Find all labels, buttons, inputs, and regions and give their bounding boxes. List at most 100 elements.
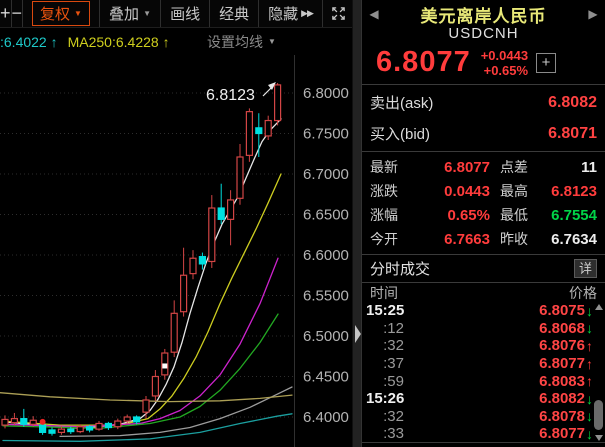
instrument-symbol: USDCNH <box>448 25 519 42</box>
arrow-down-icon: ↓ <box>586 390 593 407</box>
candlestick-chart[interactable]: 6.8000 6.7500 6.7000 6.6500 6.6000 6.5500 6.50… <box>0 55 352 447</box>
arrow-down-icon: ↓ <box>586 425 593 442</box>
change-percent: +0.65% <box>483 62 529 78</box>
candle <box>1 418 9 426</box>
prev-instrument-button[interactable]: ◀ <box>369 7 379 21</box>
candle <box>10 418 18 424</box>
arrow-down-icon: ↓ <box>586 320 593 337</box>
stat-label: 涨幅 <box>370 207 398 223</box>
ask-price: 6.8082 <box>548 93 597 111</box>
trade-time: :33 <box>383 425 404 443</box>
tape-header: 分时成交 详 <box>362 255 605 283</box>
chevron-down-icon: ▼ <box>143 8 152 18</box>
trade-time: 15:26 <box>366 390 405 408</box>
y-axis-tick-label: 6.8000 <box>303 85 349 102</box>
tape-row: 15:26 6.8082 ↓ <box>362 390 605 408</box>
tape-detail-button[interactable]: 详 <box>573 259 597 278</box>
ma-line-ma10 <box>2 173 282 426</box>
ma-settings-dropdown[interactable]: 设置均线 ▼ <box>207 32 276 52</box>
trade-price: 6.8077 <box>539 355 585 373</box>
trade-price: 6.8082 <box>539 390 585 408</box>
trade-price: 6.8068 <box>539 319 585 337</box>
scrollbar-thumb[interactable] <box>594 400 603 430</box>
next-instrument-button[interactable]: ▶ <box>588 7 598 21</box>
trade-time: 15:25 <box>366 302 405 320</box>
y-axis-tick-label: 6.5000 <box>303 328 349 345</box>
quote-stats: 最新 6.8077 点差 11 涨跌 0.0443 最高 6.8123 涨幅 0.65% 最低 6.7… <box>362 152 605 255</box>
candle <box>95 422 103 430</box>
chevron-down-icon: ▼ <box>268 36 276 46</box>
stat-value: 0.65% <box>447 206 490 224</box>
panel-divider <box>352 0 362 447</box>
annotation-arrow-icon <box>268 82 276 90</box>
candle <box>123 416 131 422</box>
arrow-up-icon: ↑ <box>586 337 593 354</box>
stat-value: 11 <box>581 158 597 176</box>
tape-row: :32 6.8076 ↑ <box>362 337 605 355</box>
time-column-header: 时间 <box>370 284 398 301</box>
y-axis-tick-label: 6.7500 <box>303 126 349 143</box>
ma-line-ma120 <box>2 413 293 442</box>
candle <box>67 428 75 433</box>
trade-price: 6.8083 <box>539 372 585 390</box>
candle <box>170 312 178 353</box>
tape-row: 15:25 6.8075 ↓ <box>362 302 605 320</box>
overlay-dropdown[interactable]: 叠加 ▼ <box>100 0 162 27</box>
y-axis-tick-label: 6.6500 <box>303 207 349 224</box>
hide-button[interactable]: 隐藏 ▶▶ <box>259 0 323 27</box>
adjust-price-label: 复权 <box>40 6 71 23</box>
arrow-up-icon: ↑ <box>586 373 593 390</box>
bid-row: 买入(bid) 6.8071 <box>362 118 605 149</box>
draw-line-button[interactable]: 画线 <box>161 0 211 27</box>
ma-line-ma30 <box>2 313 279 429</box>
candle <box>114 420 122 428</box>
zoom-out-button[interactable]: − <box>12 0 24 27</box>
tape-row: :12 6.8068 ↓ <box>362 320 605 338</box>
candle <box>29 419 37 425</box>
y-axis-tick-label: 6.7000 <box>303 166 349 183</box>
scroll-down-icon[interactable] <box>595 435 603 441</box>
candle <box>180 274 188 313</box>
tape-row: :32 6.8078 ↓ <box>362 408 605 426</box>
signal-square-marker <box>162 363 168 369</box>
tape-column-headers: 时间 价格 <box>362 283 605 302</box>
stat-value: 6.8123 <box>551 182 597 200</box>
candle <box>274 84 282 122</box>
candle <box>151 375 159 397</box>
candle <box>104 422 113 429</box>
price-change: +0.0443 +0.65% <box>481 48 528 78</box>
ma-settings-label: 设置均线 <box>207 33 263 50</box>
fullscreen-button[interactable] <box>323 0 354 27</box>
tape-scrollbar[interactable] <box>593 302 605 442</box>
stat-value: 6.7663 <box>444 230 490 248</box>
ask-label: 卖出(ask) <box>370 95 434 112</box>
candle <box>189 257 197 275</box>
stat-label: 最新 <box>370 159 398 175</box>
hide-label: 隐藏 <box>268 6 299 23</box>
candle <box>217 207 225 220</box>
stat-label: 点差 <box>500 159 528 175</box>
stats-row: 最新 6.8077 点差 11 <box>370 155 597 179</box>
stat-value: 6.7634 <box>551 230 597 248</box>
add-to-watchlist-button[interactable]: + <box>536 52 557 73</box>
fullscreen-expand-icon <box>332 7 345 20</box>
classic-view-button[interactable]: 经典 <box>210 0 260 27</box>
candle <box>198 256 206 265</box>
stat-value: 6.7554 <box>551 206 597 224</box>
scroll-up-icon[interactable] <box>595 304 603 310</box>
trade-time: :32 <box>383 407 404 425</box>
stat-label: 今开 <box>370 231 398 247</box>
instrument-title: 美元离岸人民币 <box>420 6 547 26</box>
zoom-in-button[interactable]: + <box>0 0 12 27</box>
arrow-down-icon: ↓ <box>586 408 593 425</box>
change-absolute: +0.0443 <box>480 47 529 63</box>
quote-header: ◀ 美元离岸人民币 ▶ USDCNH 6.8077 +0.0443 +0.65%… <box>362 0 605 85</box>
adjust-price-dropdown[interactable]: 复权 ▼ <box>23 0 100 27</box>
candle <box>236 156 244 199</box>
stats-row: 涨跌 0.0443 最高 6.8123 <box>370 179 597 203</box>
trade-time: :37 <box>383 355 404 373</box>
candle <box>208 207 216 263</box>
stats-row: 今开 6.7663 昨收 6.7634 <box>370 227 597 251</box>
collapse-panel-handle[interactable] <box>355 325 361 343</box>
